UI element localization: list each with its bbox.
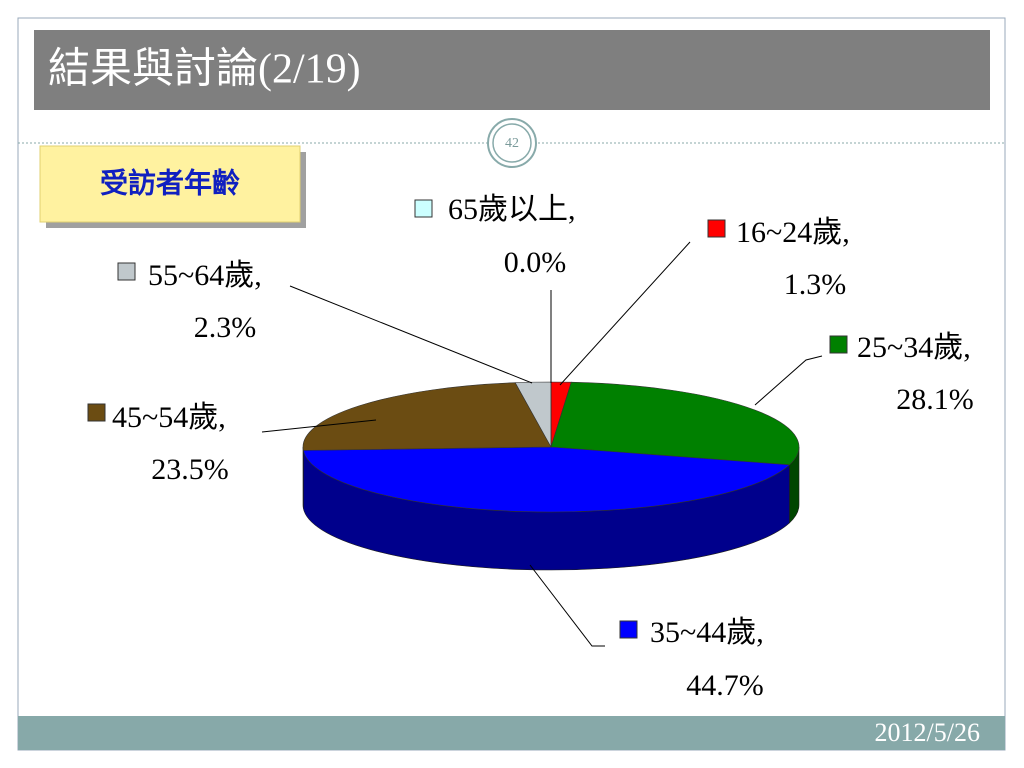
footer-bar: [18, 716, 1005, 750]
category-label: 35~44歲,: [650, 616, 764, 649]
label-swatch: [829, 335, 848, 354]
slide-title: 結果與討論(2/19): [48, 47, 361, 93]
leader-line: [289, 285, 533, 384]
slice: [302, 446, 791, 513]
value-label: 0.0%: [504, 246, 567, 279]
category-label: 25~34歲,: [857, 331, 971, 364]
leader-line: [559, 241, 691, 386]
label-swatch: [87, 403, 106, 422]
label-swatch: [707, 219, 726, 238]
category-label: 65歲以上,: [448, 193, 576, 226]
value-label: 44.7%: [686, 669, 764, 702]
slice: [302, 382, 552, 451]
value-label: 28.1%: [896, 383, 974, 416]
label-swatch: [117, 262, 136, 281]
slice: [550, 381, 800, 466]
title-bar: [34, 30, 990, 110]
leader-line: [529, 564, 605, 647]
value-label: 2.3%: [194, 311, 257, 344]
category-label: 16~24歲,: [736, 216, 850, 249]
page-badge-inner: [492, 123, 532, 163]
chart-title-box: [39, 145, 301, 223]
label-swatch: [414, 199, 433, 218]
category-label: 45~54歲,: [112, 401, 226, 434]
value-label: 1.3%: [784, 268, 847, 301]
leader-line: [261, 419, 377, 433]
chart-title: 受訪者年齡: [100, 166, 240, 199]
category-label: 55~64歲,: [148, 259, 262, 292]
leader-line: [754, 355, 823, 406]
value-label: 23.5%: [151, 453, 229, 486]
page-number: 42: [505, 136, 519, 151]
date: 2012/5/26: [875, 718, 980, 747]
label-swatch: [619, 620, 638, 639]
